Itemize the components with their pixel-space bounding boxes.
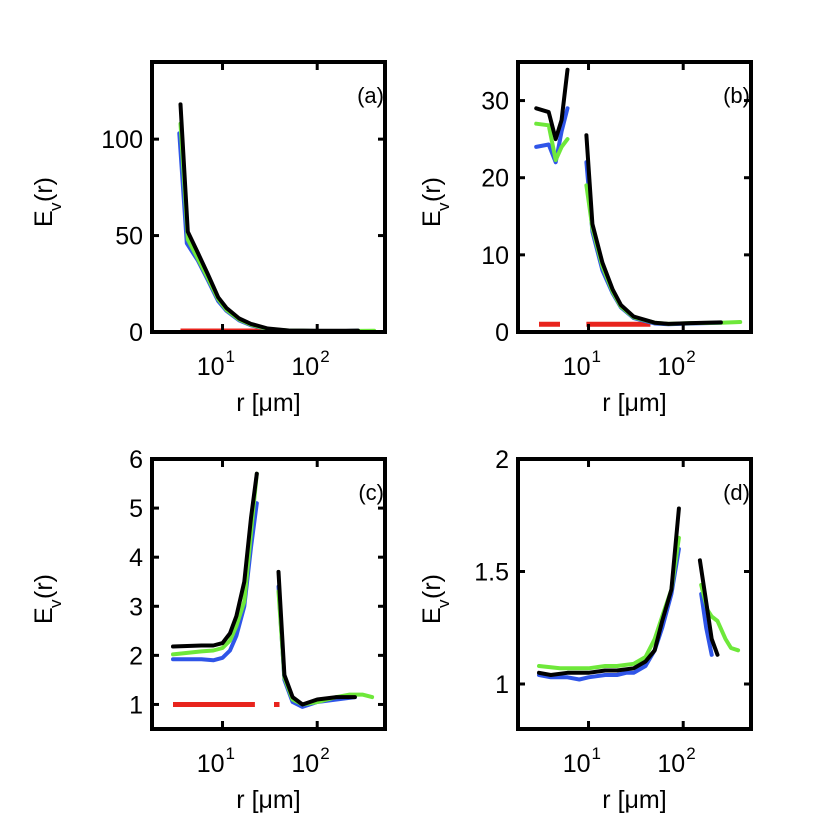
y-axis-label-suffix-c: (r): [30, 574, 58, 599]
series-d-blue-segment-1: [699, 592, 714, 657]
series-b-blue-segment-0: [534, 106, 570, 165]
y-axis-label-main-d: E: [418, 607, 446, 624]
y-axis-label-sub-a: v: [46, 202, 65, 211]
x-tick-exponent-b-0: 1: [592, 347, 601, 366]
series-b-green-segment-1: [584, 183, 743, 326]
x-tick-label-a-0: 10: [197, 353, 225, 381]
x-tick-exponent-d-1: 2: [686, 744, 695, 763]
x-tick-label-d-1: 10: [657, 750, 685, 778]
y-tick-label-d-0: 1: [495, 671, 509, 699]
y-tick-label-c-2: 3: [129, 593, 143, 621]
y-axis-label-main-c: E: [30, 607, 58, 624]
x-tick-label-c-0: 10: [197, 750, 225, 778]
y-tick-label-b-0: 0: [495, 319, 509, 347]
x-tick-label-d-0: 10: [563, 750, 591, 778]
y-axis-label-d: Ev(r): [418, 574, 453, 624]
y-axis-label-suffix-d: (r): [418, 574, 446, 599]
y-tick-label-c-3: 4: [129, 544, 143, 572]
x-tick-exponent-d-0: 1: [592, 744, 601, 763]
plot-frame-a: [150, 60, 387, 334]
x-tick-exponent-c-1: 2: [320, 744, 329, 763]
x-tick-label-b-0: 10: [563, 353, 591, 381]
panel-label-c: (c): [358, 480, 384, 505]
y-axis-label-b: Ev(r): [418, 177, 453, 227]
series-b-black-segment-0: [534, 67, 570, 142]
series-b-blue-segment-1: [584, 160, 723, 327]
x-tick-exponent-b-1: 2: [686, 347, 695, 366]
series-group-d: [537, 506, 741, 682]
y-tick-label-c-0: 1: [129, 691, 143, 719]
series-d-blue-segment-0: [537, 547, 681, 682]
panel-label-b: (b): [723, 83, 750, 108]
x-axis-label-d: r [μm]: [602, 786, 666, 814]
x-axis-label-b: r [μm]: [602, 389, 666, 417]
x-tick-label-b-1: 10: [657, 353, 685, 381]
x-axis-label-a: r [μm]: [236, 389, 300, 417]
series-a-black-segment-0: [178, 102, 360, 332]
series-c-green-segment-1: [276, 589, 375, 707]
x-tick-exponent-a-0: 1: [226, 347, 235, 366]
y-axis-label-suffix-b: (r): [418, 177, 446, 202]
y-axis-label-main-a: E: [30, 210, 58, 227]
y-tick-label-d-1: 1.5: [474, 559, 509, 587]
x-tick-label-a-1: 10: [291, 353, 319, 381]
y-axis-label-a: Ev(r): [30, 177, 65, 227]
series-a-green-segment-0: [178, 121, 377, 332]
y-tick-label-c-1: 2: [129, 642, 143, 670]
y-axis-label-sub-b: v: [434, 202, 453, 211]
series-b-black-segment-1: [584, 133, 723, 326]
x-tick-label-c-1: 10: [291, 750, 319, 778]
series-b-green-segment-0: [534, 121, 570, 162]
series-d-green-segment-0: [537, 535, 681, 671]
y-axis-label-suffix-a: (r): [30, 177, 58, 202]
y-tick-label-a-0: 0: [129, 319, 143, 347]
y-tick-label-b-1: 10: [481, 242, 509, 270]
series-group-b: [534, 67, 743, 327]
y-tick-label-b-2: 20: [481, 165, 509, 193]
y-tick-label-c-5: 6: [129, 446, 143, 474]
plot-frame-b: [516, 60, 753, 334]
x-tick-exponent-c-0: 1: [226, 744, 235, 763]
series-c-black-segment-0: [171, 471, 259, 649]
y-axis-label-sub-c: v: [46, 599, 65, 608]
y-axis-label-c: Ev(r): [30, 574, 65, 624]
y-tick-label-a-2: 100: [101, 126, 143, 154]
series-a-blue-segment-0: [177, 131, 360, 332]
plot-frame-d: [516, 457, 753, 731]
series-d-black-segment-1: [697, 558, 720, 657]
panel-label-a: (a): [357, 83, 384, 108]
y-tick-label-b-3: 30: [481, 88, 509, 116]
y-axis-label-main-b: E: [418, 210, 446, 227]
series-c-black-segment-1: [276, 569, 357, 707]
series-group-a: [177, 102, 377, 332]
y-tick-label-d-2: 2: [495, 446, 509, 474]
x-axis-label-c: r [μm]: [236, 786, 300, 814]
series-group-c: [171, 471, 375, 709]
panel-label-d: (d): [723, 480, 750, 505]
series-d-black-segment-0: [537, 506, 681, 677]
y-tick-label-c-4: 5: [129, 495, 143, 523]
plot-frame-c: [150, 457, 387, 731]
x-tick-exponent-a-1: 2: [320, 347, 329, 366]
y-tick-label-a-1: 50: [115, 223, 143, 251]
y-axis-label-sub-d: v: [434, 599, 453, 608]
